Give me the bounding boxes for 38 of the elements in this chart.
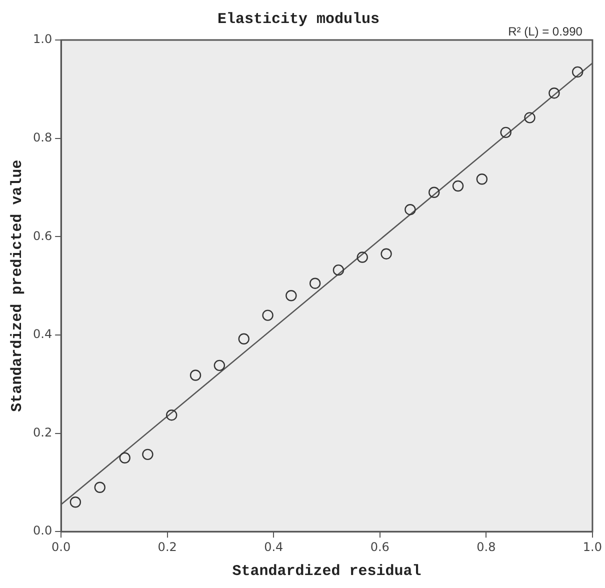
point: [380, 248, 392, 260]
y-tick-label: 0.4: [32, 327, 52, 342]
x-tick-label: 0.0: [52, 540, 71, 554]
chart-title: Elasticity modulus: [217, 10, 380, 28]
point: [119, 452, 130, 464]
x-axis-title: Standardized residual: [232, 562, 422, 580]
y-axis-title: Standardized predicted value: [8, 160, 26, 412]
point: [332, 264, 344, 276]
point: [262, 310, 274, 321]
point: [142, 448, 154, 460]
point: [94, 482, 106, 493]
point: [166, 409, 178, 421]
point: [356, 252, 368, 263]
point: [548, 87, 560, 99]
point: [500, 126, 512, 138]
x-tick-label: 0.2: [158, 540, 177, 554]
text: R² (L) = 0.990: [508, 24, 583, 38]
point: [452, 180, 464, 192]
point: [572, 66, 584, 78]
y-tick-label: 0.8: [32, 130, 52, 144]
point: [238, 333, 250, 344]
point: [214, 360, 226, 372]
point: [404, 204, 416, 216]
x-tick-label: 0.8: [476, 540, 496, 554]
point: [286, 290, 297, 302]
x-tick-label: 0.6: [370, 540, 390, 554]
y-tick-label: 0.6: [32, 228, 52, 243]
point: [70, 496, 82, 508]
x-tick-label: 1.0: [582, 540, 602, 554]
y-tick-label: 1.0: [32, 32, 52, 46]
point: [428, 186, 440, 198]
point: [190, 370, 202, 381]
point: [476, 174, 488, 185]
y-tick-label: 0.0: [32, 524, 52, 538]
point: [524, 112, 536, 124]
x-tick-label: 0.4: [264, 540, 284, 554]
y-tick-label: 0.2: [32, 425, 52, 440]
point: [309, 278, 321, 289]
